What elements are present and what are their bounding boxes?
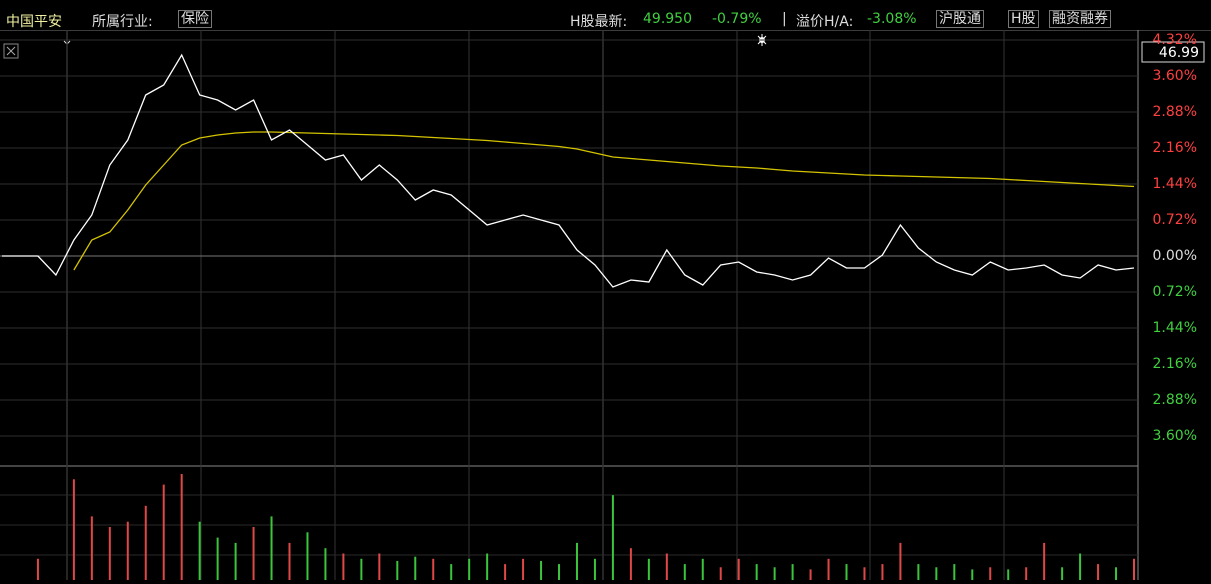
y-tick-label: 3.60% — [1153, 428, 1197, 444]
y-tick-label: 2.16% — [1153, 140, 1197, 156]
volume-bar — [90, 516, 93, 580]
h-change: -0.79% — [712, 11, 762, 27]
volume-bar — [162, 484, 165, 580]
y-tick-label: 0.72% — [1153, 212, 1197, 228]
volume-bar — [342, 553, 345, 580]
industry-label: 所属行业: — [92, 14, 153, 30]
volume-bar — [971, 569, 974, 580]
premium-label: 溢价H/A: — [796, 14, 854, 30]
volume-bar — [180, 474, 183, 580]
volume-bar — [540, 560, 543, 580]
close-box[interactable] — [3, 43, 19, 59]
volume-bar — [593, 558, 596, 580]
volume-bar — [899, 542, 902, 580]
volume-bar — [198, 521, 201, 580]
volume-bar — [486, 553, 489, 580]
volume-bar — [1043, 542, 1046, 580]
y-tick-label: 0.72% — [1153, 284, 1197, 300]
volume-bar — [881, 564, 884, 580]
y-tick-label: 4.32% — [1153, 32, 1197, 48]
series-line — [2, 53, 1135, 288]
h-price: 49.950 — [643, 11, 692, 27]
volume-bar — [953, 564, 956, 580]
header-bar: 中国平安 所属行业: 保险 H股最新: 49.950 -0.79% | 溢价H/… — [0, 0, 1211, 30]
volume-bar — [522, 558, 525, 580]
volume-bar — [917, 564, 920, 580]
volume-bar — [144, 505, 147, 580]
volume-bar — [270, 516, 273, 580]
volume-bar — [809, 569, 812, 580]
volume-bar — [72, 479, 75, 580]
volume-bar — [108, 527, 111, 580]
volume-bar — [1079, 553, 1082, 580]
volume-bar — [378, 553, 381, 580]
volume-bar — [234, 542, 237, 580]
volume-bar — [935, 567, 938, 580]
y-tick-label: 1.44% — [1153, 176, 1197, 192]
volume-bar — [1133, 558, 1135, 580]
volume-bar — [288, 542, 291, 580]
volume-bar — [755, 564, 758, 580]
volume-bar — [1097, 564, 1100, 580]
y-tick-label: 2.88% — [1153, 392, 1197, 408]
volume-bar — [396, 560, 399, 580]
stock-name: 中国平安 — [6, 14, 62, 30]
volume-bar — [306, 532, 309, 580]
volume-bar — [126, 521, 129, 580]
close-icon — [6, 46, 16, 56]
volume-bar — [450, 564, 453, 580]
series-line — [73, 131, 1135, 271]
volume-bar — [701, 558, 704, 580]
volume-bar — [324, 548, 327, 580]
volume-bar — [216, 537, 219, 580]
separator: | — [782, 11, 787, 27]
button[interactable]: 融资融券 — [1049, 10, 1111, 28]
industry[interactable]: 保险 — [178, 10, 212, 28]
y-tick-label: 2.88% — [1153, 104, 1197, 120]
volume-bar — [468, 558, 471, 580]
volume-bar — [36, 558, 39, 580]
volume-bar — [773, 567, 776, 580]
volume-bar — [629, 548, 632, 580]
volume-bar — [719, 567, 722, 580]
volume-bar — [1061, 567, 1064, 580]
volume-bar — [558, 564, 561, 580]
volume-bar — [1007, 569, 1010, 580]
volume-bar — [845, 564, 848, 580]
button[interactable]: H股 — [1008, 10, 1039, 28]
volume-bar — [647, 558, 650, 580]
y-tick-label: 1.44% — [1153, 320, 1197, 336]
button[interactable]: 沪股通 — [936, 10, 984, 28]
y-tick-label: 3.60% — [1153, 68, 1197, 84]
volume-bar — [791, 564, 794, 580]
volume-bar — [1025, 567, 1028, 580]
volume-bar — [360, 558, 363, 580]
volume-bar — [575, 542, 578, 580]
volume-bar — [432, 558, 435, 580]
price-label: 46.99 — [1159, 45, 1199, 61]
y-tick-label: 0.00% — [1153, 248, 1197, 264]
price-box — [1141, 41, 1205, 63]
volume-bar — [827, 558, 830, 580]
volume-bar — [504, 564, 507, 580]
volume-bar — [414, 556, 417, 580]
volume-bar — [737, 558, 740, 580]
volume-bar — [252, 527, 255, 580]
volume-bar — [863, 567, 866, 580]
premium: -3.08% — [867, 11, 917, 27]
y-tick-label: 2.16% — [1153, 356, 1197, 372]
volume-bar — [665, 553, 668, 580]
volume-bar — [1115, 567, 1118, 580]
volume-bar — [989, 567, 992, 580]
volume-bar — [683, 564, 686, 580]
volume-bar — [611, 495, 614, 580]
h-label: H股最新: — [570, 14, 628, 30]
